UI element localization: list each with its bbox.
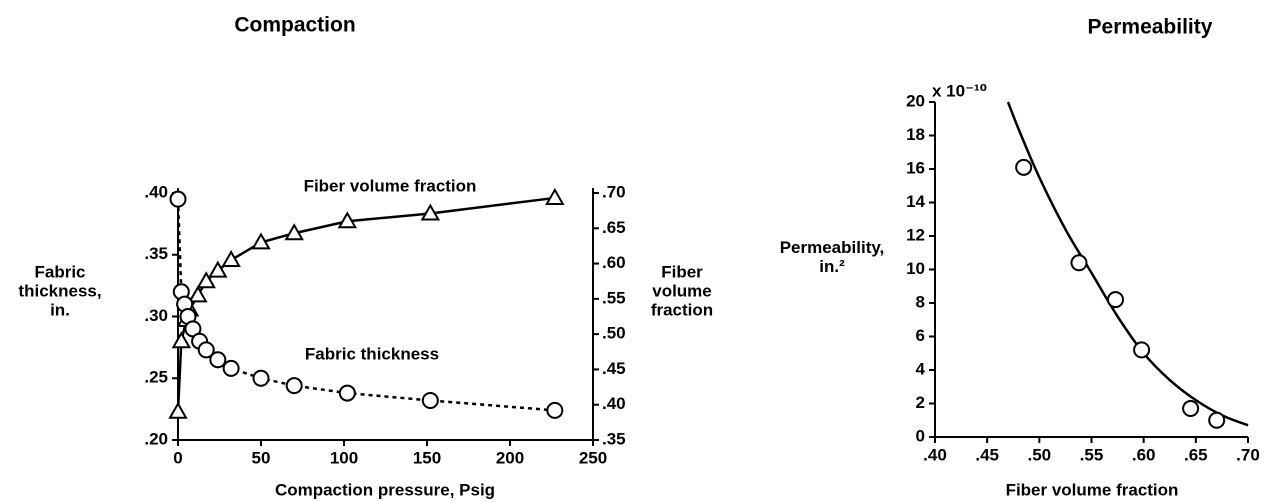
x-tick-label: .45 <box>975 445 999 464</box>
y-tick-label: 18 <box>906 125 925 144</box>
triangle-marker <box>251 232 271 250</box>
x-tick-label: .55 <box>1080 445 1104 464</box>
circle-marker <box>421 391 439 409</box>
triangle-marker <box>420 203 441 221</box>
series-label: Fiber volume fraction <box>304 176 477 195</box>
fit-curve <box>1006 101 1249 427</box>
y2-axis-label: fraction <box>651 300 713 319</box>
y-tick-label: 8 <box>916 292 925 311</box>
y-tick-label: 12 <box>906 225 925 244</box>
y-axis-label: Fabric <box>34 262 85 281</box>
triangle-marker <box>221 250 241 268</box>
chart-title: Compaction <box>234 14 355 37</box>
y2-tick-label: .55 <box>602 288 626 307</box>
y-tick-label: .20 <box>144 429 168 448</box>
y-tick-label: .40 <box>144 182 168 201</box>
x-tick-label: .50 <box>1028 445 1052 464</box>
y-axis-label: thickness, <box>18 281 101 300</box>
y-tick-label: .30 <box>144 306 168 325</box>
y-axis-label: Permeability, <box>780 238 885 257</box>
triangle-marker <box>168 401 188 419</box>
circle-marker <box>546 401 564 419</box>
x-axis-label: Fiber volume fraction <box>1006 480 1179 499</box>
y-tick-label: 2 <box>916 393 925 412</box>
circle-marker <box>1015 158 1033 176</box>
circle-marker <box>222 359 240 377</box>
circle-marker <box>1208 411 1226 429</box>
y-tick-label: 10 <box>906 259 925 278</box>
x-tick-label: .70 <box>1236 445 1260 464</box>
x-tick-label: 200 <box>496 448 524 467</box>
circle-marker <box>197 341 215 359</box>
chart-title: Permeability <box>1088 16 1213 39</box>
x-axis-label: Compaction pressure, Psig <box>275 480 495 499</box>
x-tick-label: 50 <box>252 448 271 467</box>
axis-multiplier: x 10⁻¹⁰ <box>932 81 987 100</box>
x-tick-label: 150 <box>413 448 441 467</box>
triangle-marker <box>545 187 565 205</box>
y-axis-label: in.² <box>819 257 845 276</box>
x-tick-label: .65 <box>1184 445 1208 464</box>
circle-marker <box>1133 341 1151 359</box>
triangle-marker <box>196 271 216 289</box>
y-tick-label: 14 <box>906 192 925 211</box>
x-tick-label: .60 <box>1132 445 1156 464</box>
y2-tick-label: .50 <box>602 324 626 343</box>
circle-marker <box>209 351 227 369</box>
triangle-marker <box>284 223 304 241</box>
series-label: Fabric thickness <box>305 344 439 363</box>
y2-tick-label: .65 <box>602 218 626 237</box>
x-tick-label: 100 <box>330 448 358 467</box>
y-tick-label: 0 <box>916 426 925 445</box>
triangle-marker <box>171 331 192 349</box>
y-tick-label: 6 <box>916 326 925 345</box>
circle-marker <box>169 190 187 208</box>
y2-tick-label: .40 <box>602 394 626 413</box>
circle-marker <box>252 369 270 387</box>
x-tick-label: 0 <box>173 448 182 467</box>
series-line <box>176 199 555 412</box>
y2-axis-label: Fiber <box>661 262 703 281</box>
y2-tick-label: .35 <box>602 429 626 448</box>
y2-axis-label: volume <box>652 281 712 300</box>
circle-marker <box>338 384 356 402</box>
x-tick-label: .40 <box>923 445 947 464</box>
y-tick-label: 4 <box>916 359 926 378</box>
circle-marker <box>1070 254 1088 272</box>
y2-tick-label: .70 <box>602 182 626 201</box>
triangle-marker <box>208 260 228 278</box>
circle-marker <box>285 377 303 395</box>
circle-marker <box>1106 291 1124 309</box>
y-tick-label: .35 <box>144 244 168 263</box>
triangle-marker <box>337 211 358 229</box>
y2-tick-label: .45 <box>602 359 626 378</box>
y-tick-label: 20 <box>906 91 925 110</box>
y-tick-label: 16 <box>906 158 925 177</box>
y-tick-label: .25 <box>144 368 168 387</box>
series-line <box>176 196 555 412</box>
triangle-marker <box>188 285 208 303</box>
y-axis-label: in. <box>50 300 70 319</box>
y2-tick-label: .60 <box>602 253 626 272</box>
circle-marker <box>1182 400 1200 418</box>
x-tick-label: 250 <box>579 448 607 467</box>
